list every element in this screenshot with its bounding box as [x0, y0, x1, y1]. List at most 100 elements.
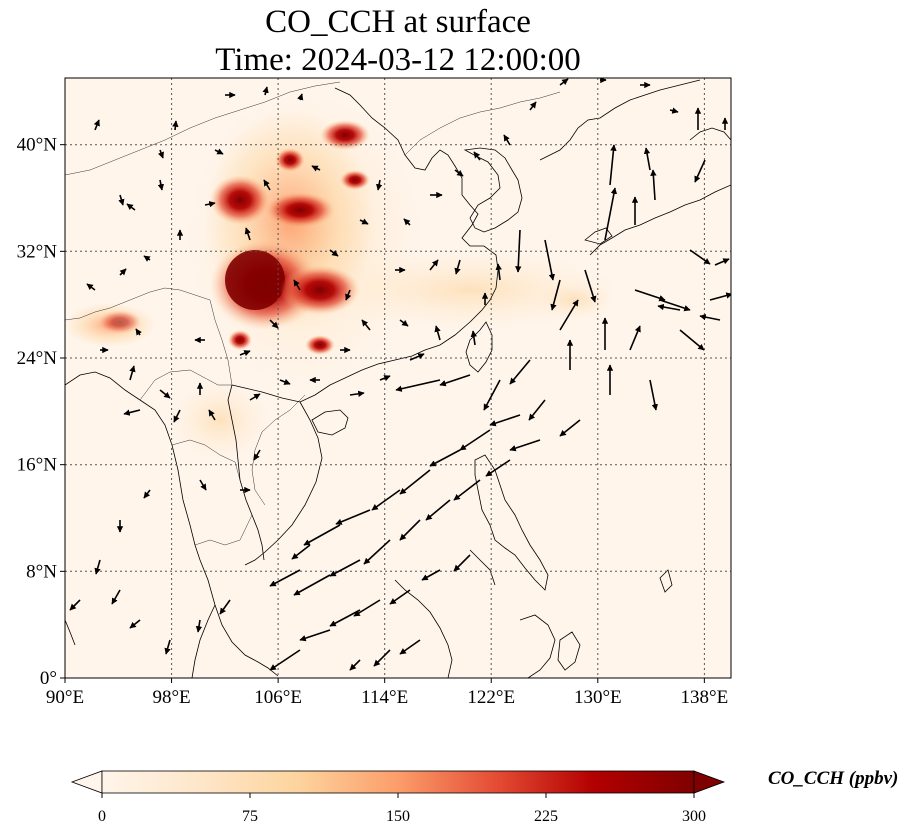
- wind-arrow: [395, 379, 441, 392]
- wind-arrow: [714, 258, 730, 266]
- wind-arrow: [649, 379, 659, 411]
- lat-tick-label: 40°N: [17, 135, 58, 156]
- wind-arrow: [375, 179, 383, 191]
- map-time-subtitle: Time: 2024-03-12 12:00:00: [215, 42, 581, 78]
- wind-arrow: [329, 249, 339, 257]
- wind-arrow: [293, 279, 301, 291]
- colorbar-ticks: 0 75 150 225 300: [98, 793, 706, 825]
- wind-arrow: [694, 159, 706, 183]
- latitude-ticks: 0° 8°N 16°N 24°N 32°N 40°N: [17, 135, 65, 689]
- wind-arrow: [86, 283, 96, 291]
- wind-arrow: [119, 268, 127, 276]
- wind-arrow: [94, 559, 101, 575]
- wind-arrow: [329, 559, 361, 577]
- wind-arrow: [123, 409, 141, 416]
- wind-arrow: [529, 101, 537, 111]
- wind-arrow: [157, 149, 164, 159]
- wind-arrow: [129, 365, 136, 381]
- wind-arrow: [249, 393, 261, 401]
- wind-arrow: [629, 325, 641, 351]
- map-frame: [64, 77, 732, 679]
- wind-arrow: [399, 469, 431, 495]
- colorbar-title: CO_CCH (ppbv): [768, 768, 899, 789]
- wind-arrow: [604, 187, 618, 241]
- wind-arrow: [299, 629, 331, 642]
- wind-arrow: [239, 350, 251, 357]
- wind-arrow: [353, 599, 381, 617]
- wind-arrow: [470, 330, 477, 346]
- wind-arrow: [279, 378, 291, 385]
- colorbar-tick-label: 300: [682, 808, 706, 825]
- wind-arrow: [389, 589, 411, 605]
- wind-arrow: [195, 619, 203, 633]
- wind-arrow: [111, 589, 121, 605]
- wind-arrow: [699, 313, 721, 321]
- colorbar-tick-label: 150: [386, 808, 410, 825]
- wind-arrow: [69, 599, 81, 611]
- wind-arrow: [204, 200, 216, 208]
- wind-arrow: [263, 179, 271, 191]
- wind-arrow: [219, 599, 231, 615]
- lon-tick-label: 138°E: [681, 687, 729, 708]
- wind-arrow: [269, 319, 279, 329]
- wind-arrow: [489, 414, 521, 427]
- wind-arrow: [643, 147, 651, 171]
- lon-tick-label: 114°E: [361, 687, 408, 708]
- wind-arrow: [303, 524, 341, 546]
- colorbar-max-extension: [693, 770, 726, 794]
- wind-arrow: [453, 479, 481, 501]
- lon-tick-label: 106°E: [254, 687, 302, 708]
- wind-vector-field: [69, 78, 731, 671]
- wind-arrow: [361, 319, 371, 331]
- wind-arrow: [634, 289, 666, 302]
- colorbar-tick-label: 0: [98, 808, 106, 825]
- wind-arrow: [157, 179, 165, 191]
- wind-arrow: [269, 649, 301, 671]
- wind-arrow: [297, 93, 304, 101]
- wind-arrow: [485, 459, 511, 477]
- wind-arrow: [559, 419, 581, 437]
- wind-arrow: [657, 303, 681, 311]
- wind-arrow: [439, 374, 471, 387]
- wind-arrow: [409, 353, 425, 361]
- colorbar-tick-label: 75: [242, 808, 258, 825]
- wind-arrow: [453, 554, 471, 572]
- wind-arrow: [421, 569, 441, 581]
- wind-arrow: [379, 375, 391, 382]
- lat-tick-label: 32°N: [17, 241, 58, 262]
- wind-arrow: [429, 259, 439, 271]
- wind-arrow: [214, 148, 224, 155]
- wind-arrow: [349, 390, 365, 397]
- lon-tick-label: 98°E: [152, 687, 190, 708]
- wind-arrow: [509, 439, 541, 452]
- wind-arrow: [669, 107, 679, 114]
- lat-tick-label: 16°N: [17, 455, 58, 476]
- wind-arrow: [399, 639, 421, 655]
- wind-arrow: [495, 263, 502, 281]
- wind-arrow: [434, 325, 441, 341]
- wind-arrow: [172, 120, 179, 131]
- wind-arrow: [129, 619, 141, 629]
- wind-arrow: [349, 659, 361, 671]
- wind-arrow: [454, 259, 461, 275]
- wind-arrow: [244, 227, 251, 241]
- wind-arrow: [143, 255, 151, 262]
- wind-arrow: [262, 86, 269, 96]
- wind-arrow: [208, 409, 216, 421]
- wind-arrow: [650, 169, 657, 201]
- wind-arrow: [399, 319, 409, 327]
- wind-arrow: [269, 569, 301, 587]
- lon-tick-label: 122°E: [467, 687, 515, 708]
- wind-arrow: [459, 429, 491, 451]
- colorbar-min-extension: [70, 770, 103, 794]
- wind-arrow: [483, 379, 501, 411]
- map-title: CO_CCH at surface: [265, 4, 531, 40]
- wind-arrow: [399, 519, 421, 541]
- wind-arrow: [454, 169, 464, 177]
- wind-arrow: [335, 509, 371, 525]
- wind-arrow: [93, 119, 100, 131]
- wind-arrow: [559, 78, 569, 86]
- wind-arrow: [199, 479, 207, 491]
- colorbar: 0 75 150 225 300: [70, 770, 726, 825]
